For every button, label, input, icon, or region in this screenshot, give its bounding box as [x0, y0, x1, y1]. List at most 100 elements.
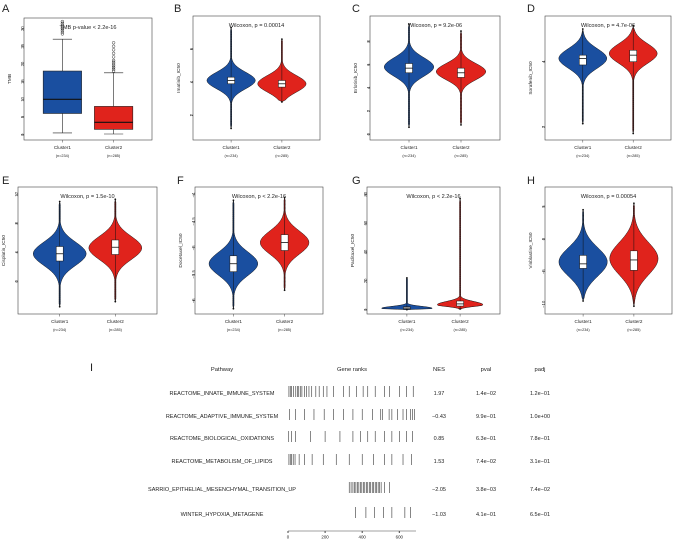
y-tick-label: 0 [14, 280, 19, 283]
tail-point [633, 305, 635, 308]
outlier-point [60, 28, 65, 33]
plot-frame [23, 17, 153, 141]
tail-point [581, 122, 584, 125]
tail-point [281, 38, 283, 41]
plot-frame [194, 186, 324, 315]
y-tick-label: 4 [366, 86, 371, 89]
group-n-label: (n=285) [454, 154, 468, 158]
outlier-point [111, 41, 116, 45]
panel-letter: D [527, 3, 535, 15]
pathway-name: REACTOME_BIOLOGICAL_OXIDATIONS [170, 436, 274, 442]
x-tick-label: Cluster2 [105, 145, 123, 150]
group-n-label: (n=285) [453, 328, 467, 332]
group-n-label: (n=234) [402, 154, 416, 158]
outlier-point [60, 32, 65, 36]
outlier-point [111, 44, 116, 48]
x-tick-label: Cluster1 [223, 145, 241, 150]
plot-frame [17, 186, 158, 315]
outlier-point [60, 19, 65, 24]
y-tick-label: −6 [191, 298, 196, 303]
tail-point [283, 196, 286, 199]
pathway-name: SARRIO_EPITHELIAL_MESENCHYMAL_TRANSITION… [148, 487, 296, 493]
rank-axis-label: 200 [321, 535, 329, 540]
tail-point [460, 30, 462, 32]
panel-title: Wilcoxon, p < 2.2e-16 [232, 194, 286, 200]
y-axis-label: Erlotinib_IC50 [353, 63, 359, 93]
y-tick-label: 6 [189, 47, 194, 50]
y-axis-label: Docetaxel_IC50 [178, 233, 184, 267]
header-nes: NES [433, 367, 445, 373]
pval-value: 6.3e−01 [476, 436, 496, 442]
nes-value: −2.05 [432, 487, 446, 493]
outlier-point [111, 58, 116, 63]
violin-inner-box [579, 255, 587, 269]
outlier-point [111, 65, 116, 70]
x-tick-label: Cluster2 [276, 319, 294, 324]
panel-d: D Wilcoxon, p = 4.7e-06 Sorafenib_IC50 2 4 Cl… [527, 3, 672, 158]
group-n-label: (n=234) [53, 328, 67, 332]
gsea-row: REACTOME_BIOLOGICAL_OXIDATIONS 0.85 6.3e−0… [170, 431, 550, 442]
panel-letter: I [90, 362, 93, 374]
outlier-point [111, 48, 116, 52]
x-tick-label: Cluster1 [54, 145, 72, 150]
padj-value: 6.5e−01 [530, 512, 550, 518]
gsea-row: WINTER_HYPOXIA_METAGENE −1.03 4.1e−01 6.5e−… [181, 507, 550, 518]
tail-point [408, 126, 410, 129]
tail-point [283, 289, 286, 292]
y-tick-label: 8 [14, 221, 19, 224]
group-n-label: (n=285) [107, 154, 121, 158]
tail-point [232, 307, 235, 310]
x-tick-label: Cluster1 [575, 319, 593, 324]
x-tick-label: Cluster2 [625, 145, 643, 150]
pval-value: 7.4e−02 [476, 459, 496, 465]
x-tick-label: Cluster1 [400, 145, 418, 150]
box-iqr [94, 106, 134, 130]
pathway-name: REACTOME_INNATE_IMMUNE_SYSTEM [170, 391, 275, 397]
panel-title: Wilcoxon, p = 1.5e-10 [60, 194, 114, 200]
y-tick-label: 5 [541, 205, 546, 208]
x-tick-label: Cluster1 [51, 319, 69, 324]
y-tick-label: 4 [189, 80, 194, 83]
group-n-label: (n=234) [400, 328, 414, 332]
y-axis-label: Cisplatin_IC50 [1, 235, 7, 267]
y-tick-label: 5 [20, 115, 25, 118]
outlier-point [111, 69, 116, 73]
panel-title: TMB p-value < 2.2e-16 [59, 25, 116, 31]
nes-value: 1.53 [434, 459, 445, 465]
outlier-point [111, 55, 116, 59]
panel-letter: H [527, 175, 535, 187]
plot-frame [192, 15, 321, 141]
y-tick-label: 25 [20, 43, 25, 48]
y-tick-label: 2 [541, 125, 546, 128]
padj-value: 7.8e−01 [530, 436, 550, 442]
plot-frame [366, 186, 501, 315]
x-tick-label: Cluster1 [398, 319, 416, 324]
nes-value: 0.85 [434, 436, 445, 442]
plot-frame [369, 15, 501, 141]
violin-inner-box [629, 50, 637, 62]
panel-e: E Wilcoxon, p = 1.5e-10 Cisplatin_IC50 0 4 8 1… [1, 175, 158, 332]
x-tick-label: Cluster2 [625, 319, 643, 324]
tail-point [58, 200, 61, 203]
rank-axis-label: 400 [359, 535, 367, 540]
pathway-name: REACTOME_METABOLISM_OF_LIPIDS [172, 459, 273, 465]
x-tick-label: Cluster2 [452, 145, 470, 150]
outlier-point [60, 23, 65, 27]
group-n-label: (n=234) [576, 154, 590, 158]
padj-value: 3.1e−01 [530, 459, 550, 465]
panel-letter: A [2, 3, 10, 15]
tail-point [581, 28, 584, 30]
panel-h: H Wilcoxon, p = 0.00054 Vinblastine_IC50 −1… [527, 175, 673, 332]
y-tick-label: 8 [366, 40, 371, 43]
group-n-label: (n=234) [56, 154, 70, 158]
tail-point [582, 208, 584, 211]
y-tick-label: 40 [363, 249, 368, 254]
tail-point [632, 132, 635, 135]
x-tick-label: Cluster1 [574, 145, 592, 150]
header-padj: padj [535, 367, 546, 373]
outlier-point [111, 62, 116, 66]
box-iqr [42, 70, 82, 114]
panel-letter: F [177, 175, 184, 187]
y-tick-label: −5 [191, 245, 196, 250]
